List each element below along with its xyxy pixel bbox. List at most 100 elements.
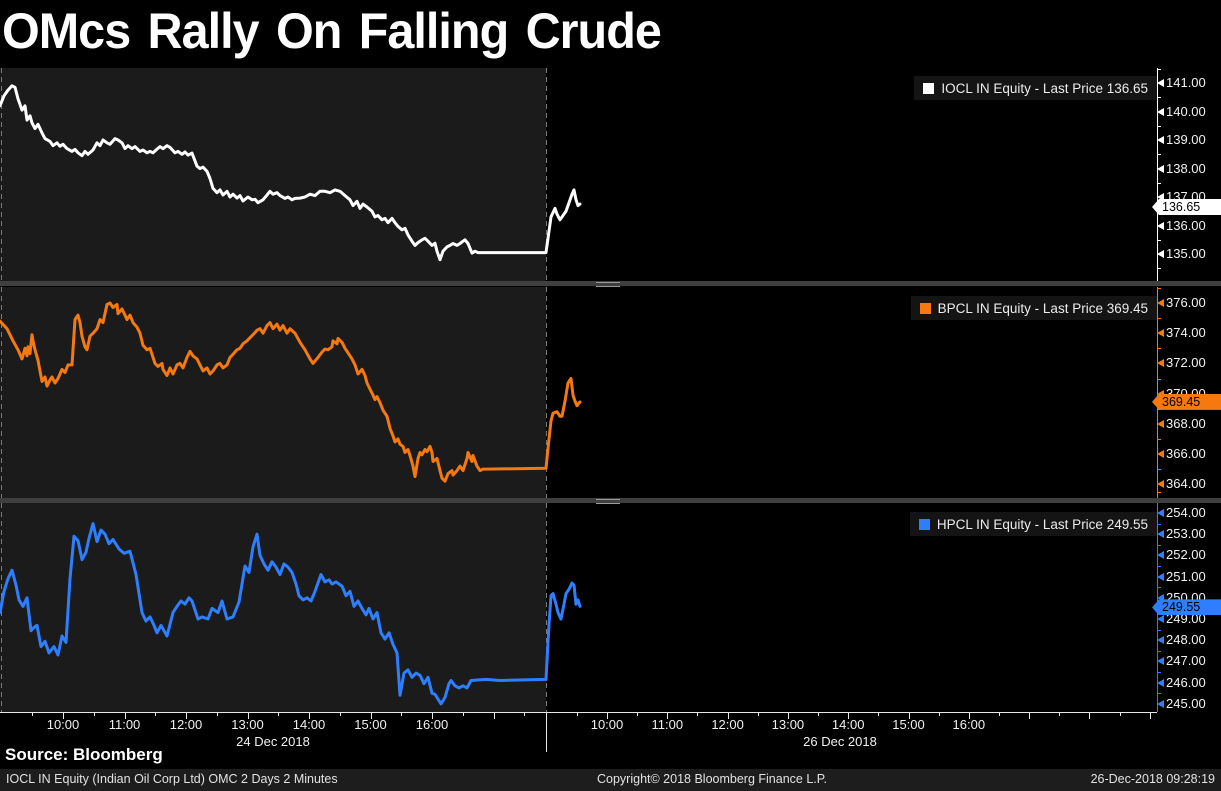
- y-tick-minor: [1157, 287, 1161, 289]
- divider-handle-icon[interactable]: [596, 282, 620, 287]
- x-tick-minor: [339, 713, 341, 716]
- x-tick-minor: [1059, 713, 1061, 716]
- bpcl-price-plot[interactable]: [0, 287, 1157, 498]
- footer-bar: IOCL IN Equity (Indian Oil Corp Ltd) OMC…: [0, 769, 1221, 791]
- y-tick-arrow-icon: [1157, 221, 1164, 230]
- legend-hpcl[interactable]: HPCL IN Equity - Last Price 249.55: [909, 512, 1157, 536]
- y-tick-minor: [1157, 239, 1161, 241]
- x-tick-major: [908, 713, 910, 719]
- y-tick-minor: [1157, 544, 1161, 546]
- last-price-badge: 136.65: [1152, 198, 1221, 215]
- x-tick-minor: [938, 713, 940, 716]
- y-tick-label: 247.00: [1166, 653, 1206, 669]
- x-tick-major: [370, 713, 372, 719]
- y-tick-label: 135.00: [1166, 246, 1206, 261]
- y-tick-arrow-icon: [1157, 551, 1164, 560]
- y-tick-arrow-icon: [1157, 136, 1164, 144]
- y-tick-arrow-icon: [1157, 329, 1164, 338]
- y-tick-minor: [1157, 693, 1161, 695]
- x-tick-major: [493, 713, 495, 719]
- y-axis-line: [1157, 68, 1158, 281]
- y-tick-arrow-icon: [1157, 359, 1164, 368]
- y-tick-label: 364.00: [1166, 476, 1206, 492]
- x-tick-major: [727, 713, 729, 719]
- x-tick-minor: [998, 713, 1000, 716]
- x-tick-label: 11:00: [651, 717, 684, 732]
- day-separator-line: [546, 712, 547, 752]
- y-tick-label: 136.00: [1166, 217, 1206, 233]
- x-tick-minor: [216, 713, 218, 716]
- y-tick-label: 376.00: [1166, 295, 1206, 310]
- y-tick-arrow-icon: [1157, 480, 1164, 489]
- divider-handle-icon[interactable]: [596, 499, 620, 504]
- legend-iocl[interactable]: IOCL IN Equity - Last Price 136.65: [914, 76, 1157, 100]
- x-tick-minor: [576, 713, 578, 716]
- x-tick-minor: [93, 713, 95, 716]
- legend-hpcl-label: HPCL IN Equity - Last Price 249.55: [936, 516, 1148, 532]
- x-tick-label: 10:00: [590, 717, 624, 732]
- hpcl-price-plot[interactable]: [0, 503, 1157, 712]
- y-tick-arrow-icon: [1157, 79, 1164, 87]
- x-tick-minor: [155, 713, 157, 716]
- price-line-series: [0, 301, 582, 483]
- y-tick-label: 140.00: [1166, 103, 1206, 119]
- panel-iocl[interactable]: [0, 68, 1157, 281]
- x-tick-minor: [757, 713, 759, 716]
- y-tick-label: 253.00: [1166, 526, 1206, 542]
- x-tick-major: [968, 713, 970, 719]
- x-tick-minor: [32, 713, 34, 716]
- legend-bpcl[interactable]: BPCL IN Equity - Last Price 369.45: [910, 296, 1157, 320]
- x-tick-label: 12:00: [169, 717, 203, 732]
- source-attribution: Source: Bloomberg: [5, 745, 163, 764]
- x-tick-minor: [462, 713, 464, 716]
- footer-timestamp: 26-Dec-2018 09:28:19: [1090, 772, 1215, 786]
- iocl-price-plot[interactable]: [0, 68, 1157, 281]
- panel-bpcl[interactable]: [0, 287, 1157, 498]
- y-tick-minor: [1157, 154, 1161, 156]
- y-tick-minor: [1157, 566, 1161, 567]
- y-tick-arrow-icon: [1157, 657, 1164, 666]
- panel-divider-2[interactable]: [0, 498, 1221, 504]
- y-tick-arrow-icon: [1157, 636, 1164, 645]
- x-tick-label: 13:00: [771, 717, 805, 732]
- date-label-day2: 26 Dec 2018: [803, 734, 877, 749]
- y-tick-arrow-icon: [1157, 593, 1164, 602]
- x-tick-major: [1089, 713, 1091, 719]
- x-tick-label: 13:00: [231, 717, 264, 732]
- y-tick-arrow-icon: [1157, 450, 1164, 458]
- chart-title: OMcs Rally On Falling Crude: [2, 3, 662, 59]
- y-tick-arrow-icon: [1157, 299, 1164, 307]
- x-tick-label: 16:00: [415, 717, 449, 732]
- y-tick-arrow-icon: [1157, 530, 1164, 539]
- x-tick-major: [607, 713, 608, 719]
- x-tick-label: 12:00: [711, 717, 744, 732]
- legend-bpcl-label: BPCL IN Equity - Last Price 369.45: [937, 300, 1148, 316]
- y-tick-label: 246.00: [1166, 674, 1206, 690]
- y-tick-minor: [1157, 491, 1161, 493]
- y-tick-label: 245.00: [1166, 695, 1206, 711]
- y-tick-arrow-icon: [1157, 419, 1164, 428]
- y-tick-arrow-icon: [1157, 250, 1164, 258]
- x-axis-line: [0, 712, 1157, 713]
- y-tick-label: 374.00: [1166, 325, 1206, 341]
- x-tick-label: 16:00: [952, 717, 986, 732]
- x-tick-major: [247, 713, 249, 719]
- panel-divider-1[interactable]: [0, 281, 1221, 287]
- y-tick-minor: [1157, 469, 1161, 471]
- panel-hpcl[interactable]: [0, 503, 1157, 712]
- y-tick-minor: [1157, 650, 1161, 652]
- y-tick-label: 372.00: [1166, 355, 1206, 371]
- y-tick-label: 252.00: [1166, 547, 1206, 563]
- x-tick-major: [787, 713, 789, 719]
- x-tick-minor: [401, 713, 403, 716]
- y-tick-minor: [1157, 523, 1161, 525]
- y-tick-arrow-icon: [1157, 107, 1164, 116]
- y-tick-minor: [1157, 378, 1161, 380]
- y-tick-label: 141.00: [1166, 75, 1206, 90]
- x-tick-major: [1029, 713, 1031, 719]
- y-tick-label: 248.00: [1166, 632, 1206, 648]
- y-tick-minor: [1157, 438, 1161, 440]
- x-tick-minor: [278, 713, 280, 716]
- x-tick-label: 10:00: [46, 717, 80, 732]
